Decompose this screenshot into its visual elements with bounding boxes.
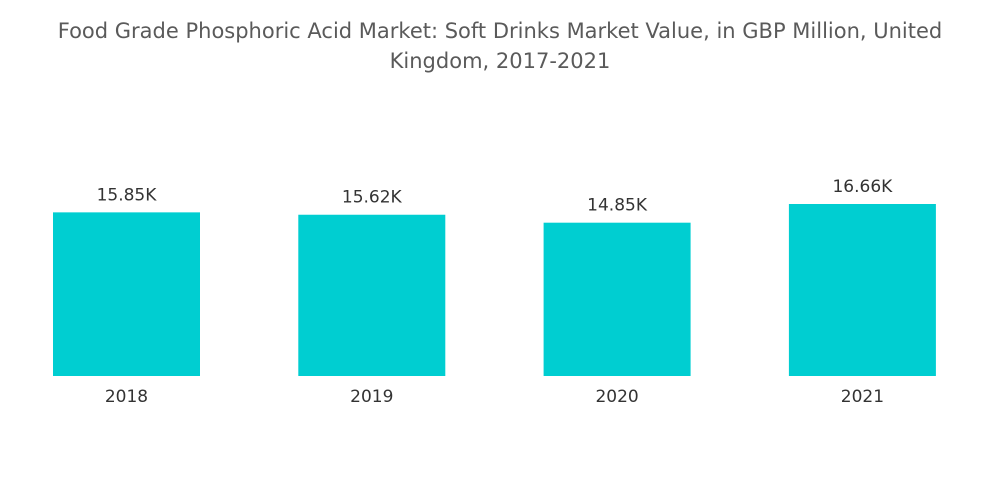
x-tick-label: 2020 <box>595 387 638 407</box>
x-tick-label: 2018 <box>105 387 148 407</box>
x-tick-label: 2019 <box>350 387 393 407</box>
data-label: 15.62K <box>342 188 403 208</box>
bar <box>543 222 691 376</box>
bar <box>788 204 936 376</box>
data-label: 16.66K <box>832 177 893 197</box>
chart-title: Food Grade Phosphoric Acid Market: Soft … <box>57 19 943 73</box>
data-label: 14.85K <box>587 196 648 216</box>
bar <box>298 214 446 376</box>
data-label: 15.85K <box>97 185 158 205</box>
bar <box>53 212 200 376</box>
x-tick-label: 2021 <box>841 387 884 407</box>
